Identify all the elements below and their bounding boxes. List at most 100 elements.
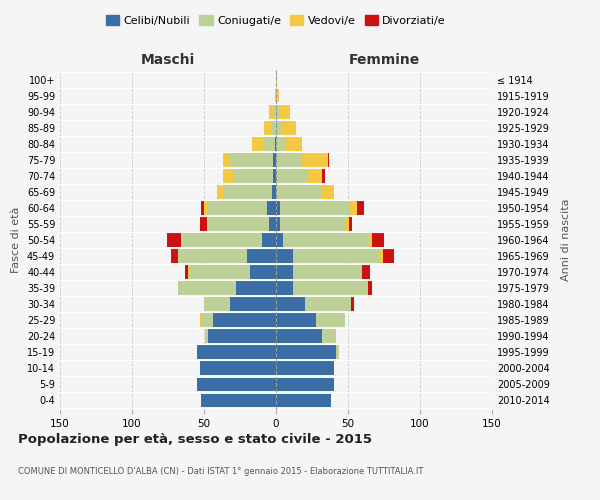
Bar	[200, 217, 207, 231]
Bar	[230, 298, 276, 311]
Bar	[282, 121, 296, 134]
Bar	[337, 346, 340, 359]
Bar	[293, 282, 368, 295]
Bar	[305, 298, 351, 311]
Bar	[208, 330, 276, 343]
Bar	[276, 266, 293, 279]
Legend: Celibi/Nubili, Coniugati/e, Vedovi/e, Divorziati/e: Celibi/Nubili, Coniugati/e, Vedovi/e, Di…	[101, 10, 451, 30]
Bar	[201, 394, 276, 407]
Bar	[370, 233, 373, 247]
Bar	[322, 169, 325, 182]
Bar	[322, 185, 334, 198]
Bar	[276, 89, 279, 102]
Bar	[280, 201, 349, 214]
Bar	[276, 217, 280, 231]
Bar	[272, 185, 276, 198]
Bar	[373, 233, 384, 247]
Bar	[276, 394, 331, 407]
Bar	[279, 105, 290, 118]
Bar	[328, 153, 329, 166]
Bar	[262, 233, 276, 247]
Bar	[204, 201, 207, 214]
Bar	[201, 201, 204, 214]
Bar	[293, 266, 362, 279]
Bar	[276, 282, 293, 295]
Bar	[233, 169, 273, 182]
Bar	[269, 105, 273, 118]
Bar	[272, 121, 276, 134]
Bar	[197, 346, 276, 359]
Bar	[205, 330, 208, 343]
Bar	[167, 233, 181, 247]
Bar	[178, 282, 236, 295]
Bar	[171, 249, 178, 263]
Bar	[197, 378, 276, 391]
Bar	[383, 249, 394, 263]
Text: COMUNE DI MONTICELLO D'ALBA (CN) - Dati ISTAT 1° gennaio 2015 - Elaborazione TUT: COMUNE DI MONTICELLO D'ALBA (CN) - Dati …	[18, 468, 424, 476]
Bar	[212, 314, 276, 327]
Bar	[273, 169, 276, 182]
Bar	[269, 217, 276, 231]
Y-axis label: Anni di nascita: Anni di nascita	[561, 198, 571, 281]
Bar	[224, 185, 272, 198]
Bar	[276, 362, 334, 375]
Bar	[349, 217, 352, 231]
Bar	[190, 266, 250, 279]
Bar	[276, 346, 337, 359]
Bar	[263, 137, 275, 150]
Bar	[207, 201, 268, 214]
Bar	[276, 314, 316, 327]
Bar	[182, 233, 262, 247]
Bar	[349, 201, 356, 214]
Bar	[204, 298, 230, 311]
Bar	[280, 217, 345, 231]
Bar	[362, 266, 370, 279]
Bar	[200, 362, 276, 375]
Text: Maschi: Maschi	[141, 53, 195, 67]
Bar	[207, 217, 208, 231]
Text: Popolazione per età, sesso e stato civile - 2015: Popolazione per età, sesso e stato civil…	[18, 432, 372, 446]
Bar	[308, 169, 322, 182]
Bar	[276, 153, 302, 166]
Bar	[230, 153, 273, 166]
Bar	[276, 201, 280, 214]
Bar	[223, 153, 230, 166]
Bar	[283, 233, 370, 247]
Bar	[273, 153, 276, 166]
Bar	[293, 249, 380, 263]
Bar	[250, 266, 276, 279]
Bar	[322, 330, 337, 343]
Bar	[345, 217, 349, 231]
Bar	[265, 121, 272, 134]
Bar	[275, 137, 276, 150]
Bar	[208, 217, 269, 231]
Bar	[251, 137, 263, 150]
Bar	[200, 314, 201, 327]
Bar	[276, 330, 322, 343]
Bar	[276, 121, 282, 134]
Bar	[356, 201, 364, 214]
Bar	[217, 185, 224, 198]
Bar	[223, 169, 233, 182]
Bar	[284, 137, 302, 150]
Text: Femmine: Femmine	[349, 53, 419, 67]
Bar	[276, 249, 293, 263]
Bar	[275, 89, 276, 102]
Bar	[276, 73, 277, 86]
Bar	[273, 105, 276, 118]
Bar	[276, 298, 305, 311]
Bar	[188, 266, 190, 279]
Bar	[302, 153, 328, 166]
Bar	[178, 249, 247, 263]
Bar	[276, 137, 284, 150]
Bar	[268, 201, 276, 214]
Bar	[316, 314, 345, 327]
Bar	[247, 249, 276, 263]
Bar	[276, 105, 279, 118]
Bar	[276, 185, 322, 198]
Bar	[380, 249, 383, 263]
Bar	[201, 314, 212, 327]
Bar	[181, 233, 182, 247]
Bar	[185, 266, 188, 279]
Bar	[368, 282, 373, 295]
